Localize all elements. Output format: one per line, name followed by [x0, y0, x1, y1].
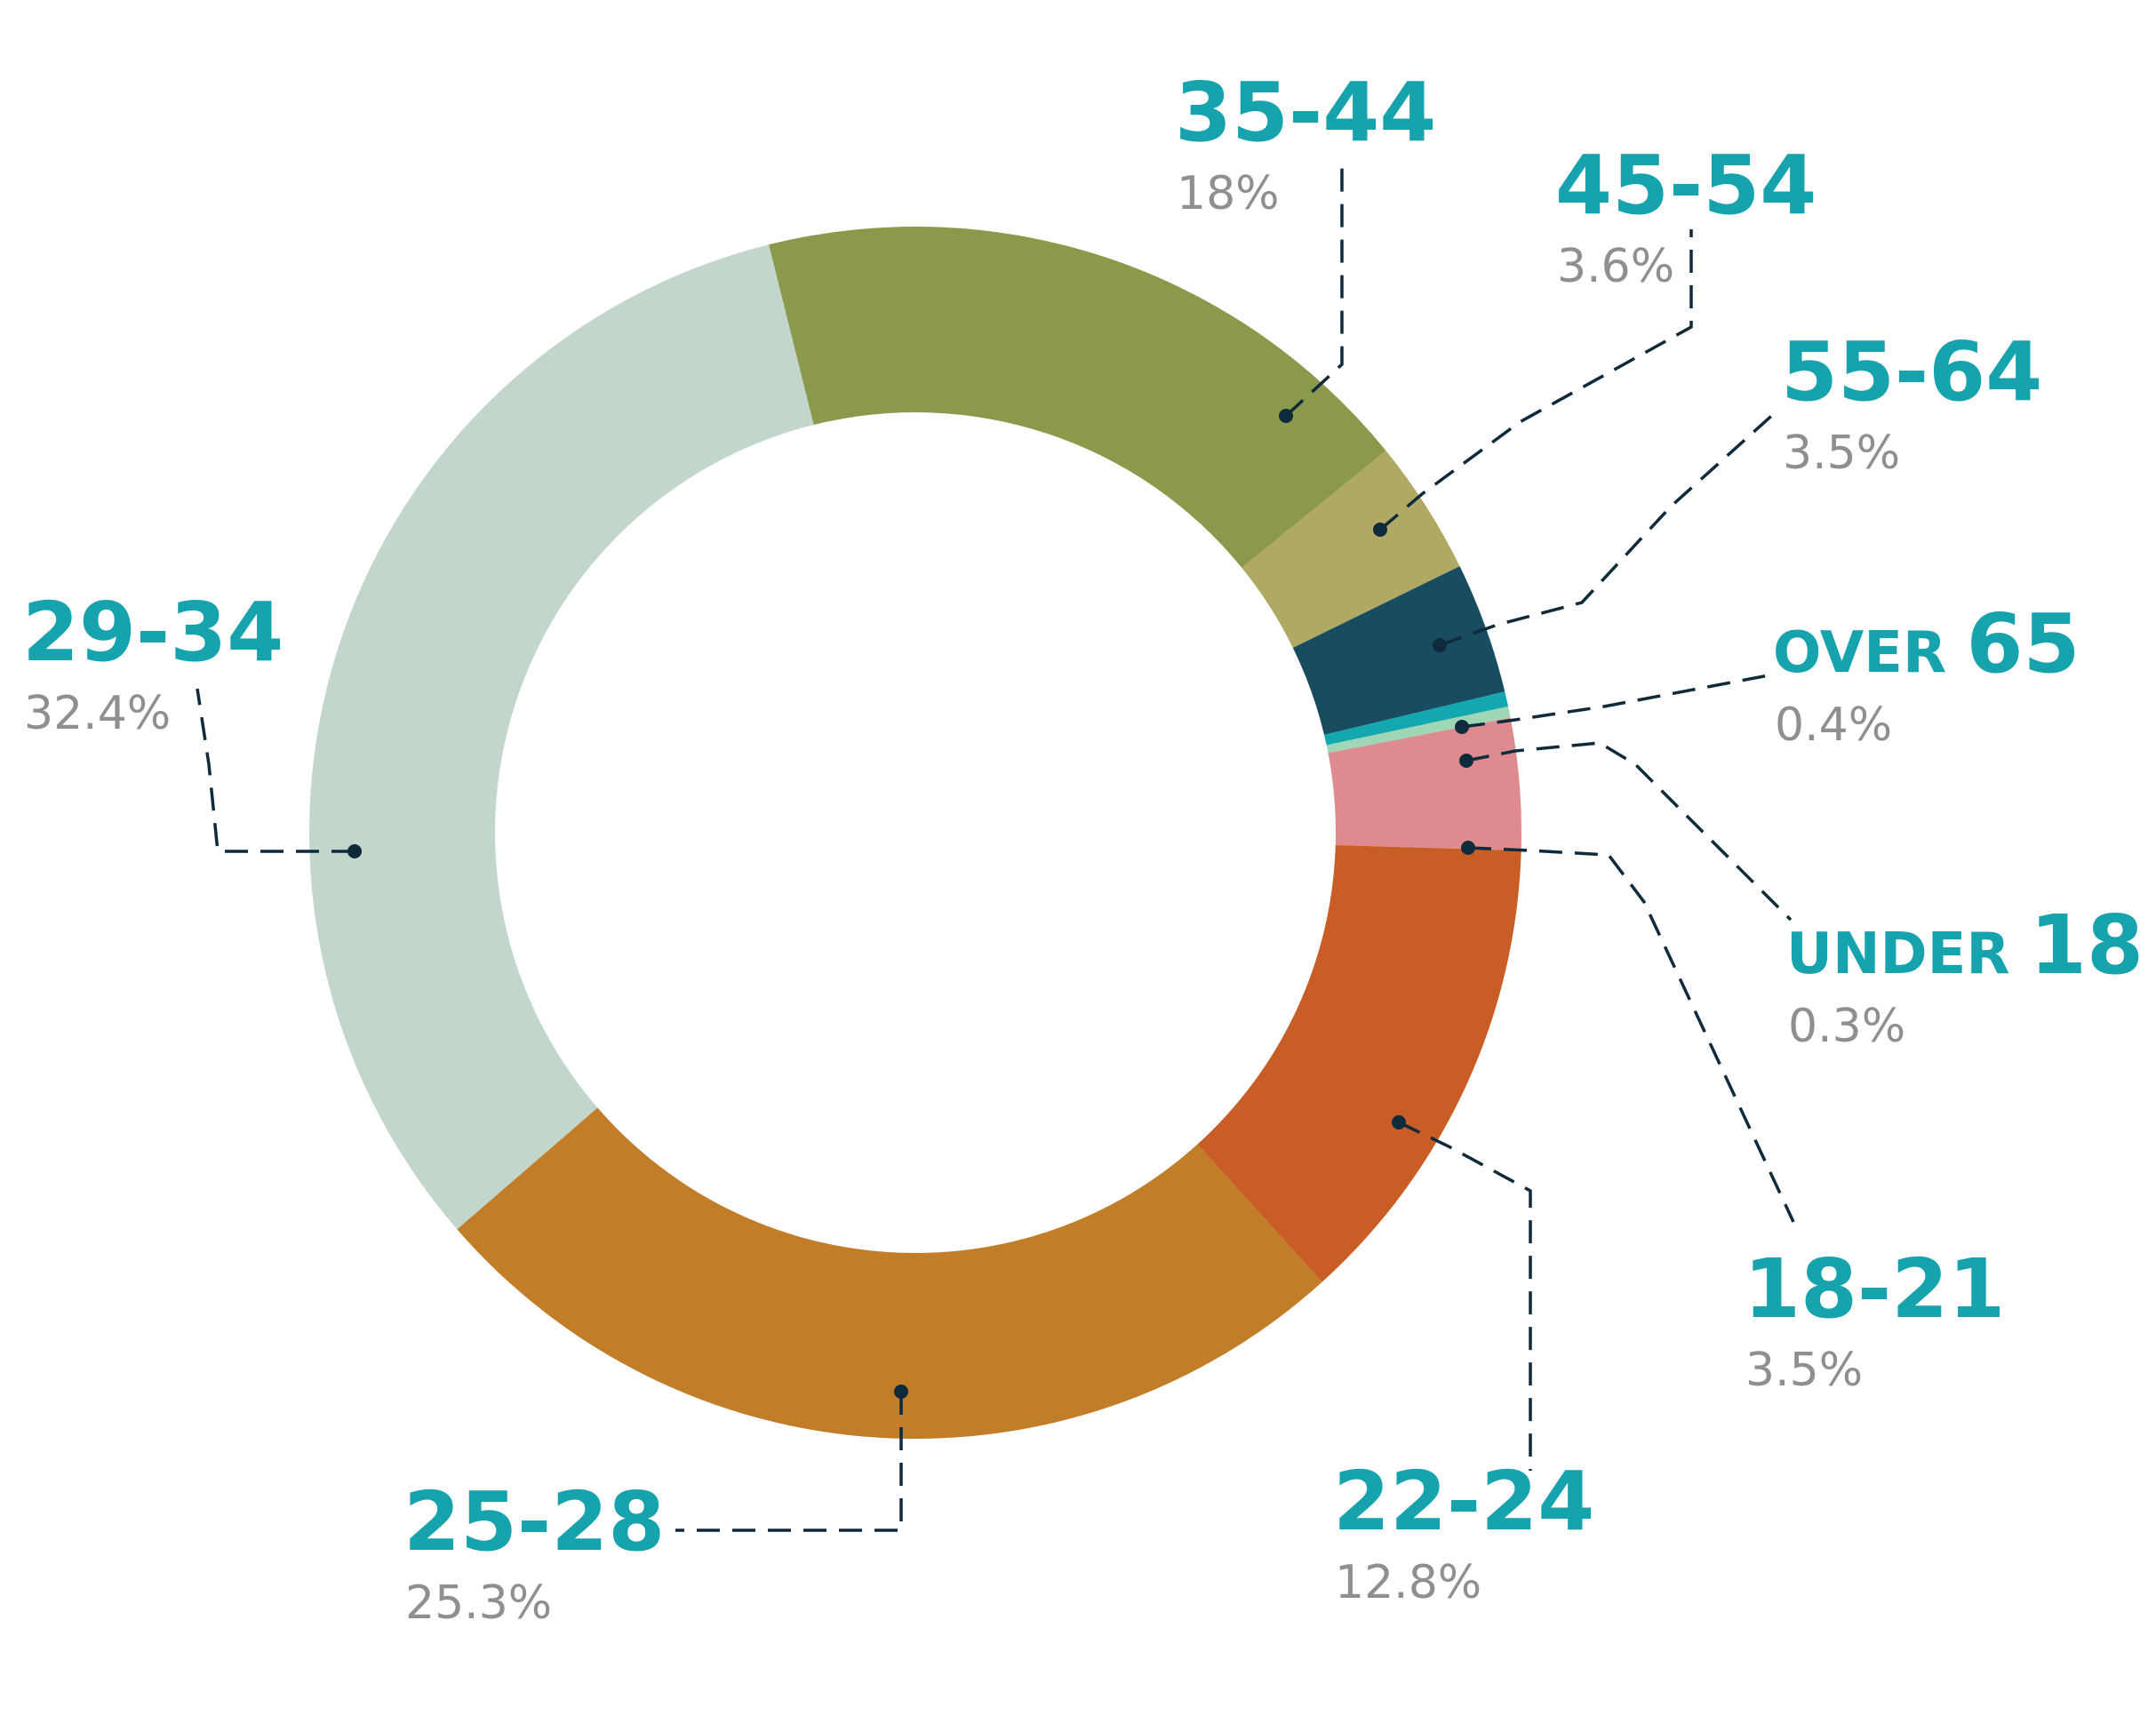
percent-25-28: 25.3% [405, 1576, 552, 1630]
label-25-28: 25-28 [403, 1474, 665, 1569]
leader-line-18-21 [1467, 846, 1795, 1223]
slice-over-65 [1324, 691, 1509, 746]
slices-layer [308, 226, 1521, 1439]
label-45-54: 45-54 [1555, 138, 1817, 233]
leader-dot-under-18 [1459, 754, 1473, 768]
leader-line-55-64 [1439, 409, 1779, 647]
labels-layer: 35-44 18% 45-54 3.6% 55-64 3.5% OVER 65 0.4% UND… [22, 65, 2144, 1630]
slice-55-64 [1292, 566, 1505, 735]
percent-over-65: 0.4% [1775, 698, 1892, 752]
label-29-34: 29-34 [22, 585, 283, 680]
slice-22-24 [1197, 844, 1521, 1282]
leader-line-25-28 [675, 1392, 903, 1532]
slice-35-44 [769, 226, 1386, 568]
label-35-44: 35-44 [1175, 65, 1436, 160]
leaders-layer [196, 158, 1795, 1532]
label-under-18: UNDER 18 [1786, 898, 2144, 993]
leader-dot-18-21 [1461, 841, 1475, 855]
label-22-24: 22-24 [1333, 1454, 1594, 1549]
label-over-65: OVER 65 [1773, 596, 2080, 691]
slice-18-21 [1328, 717, 1521, 851]
leader-dot-over-65 [1455, 720, 1469, 734]
leader-line-29-34 [196, 688, 355, 853]
leader-dot-29-34 [347, 844, 362, 858]
percent-22-24: 12.8% [1335, 1556, 1481, 1609]
leader-dot-55-64 [1433, 638, 1447, 652]
slice-45-54 [1242, 451, 1460, 649]
leader-dot-25-28 [894, 1385, 908, 1399]
slice-25-28 [457, 1107, 1322, 1439]
percent-18-21: 3.5% [1745, 1344, 1863, 1397]
leader-dot-35-44 [1279, 409, 1293, 423]
leader-line-under-18 [1465, 741, 1793, 922]
slice-29-34 [308, 244, 814, 1230]
leader-line-45-54 [1378, 229, 1693, 531]
percent-35-44: 18% [1177, 167, 1280, 220]
leader-dot-22-24 [1392, 1115, 1406, 1129]
leader-dot-45-54 [1373, 523, 1387, 537]
percent-29-34: 32.4% [24, 687, 171, 740]
percent-55-64: 3.5% [1783, 427, 1900, 480]
leader-line-over-65 [1461, 674, 1769, 729]
label-55-64: 55-64 [1781, 324, 2042, 419]
label-18-21: 18-21 [1744, 1241, 2005, 1337]
percent-under-18: 0.3% [1788, 1000, 1905, 1053]
percent-45-54: 3.6% [1557, 240, 1674, 293]
slice-under-18 [1326, 706, 1511, 754]
leader-line-35-44 [1284, 158, 1344, 418]
leader-line-22-24 [1398, 1121, 1532, 1471]
